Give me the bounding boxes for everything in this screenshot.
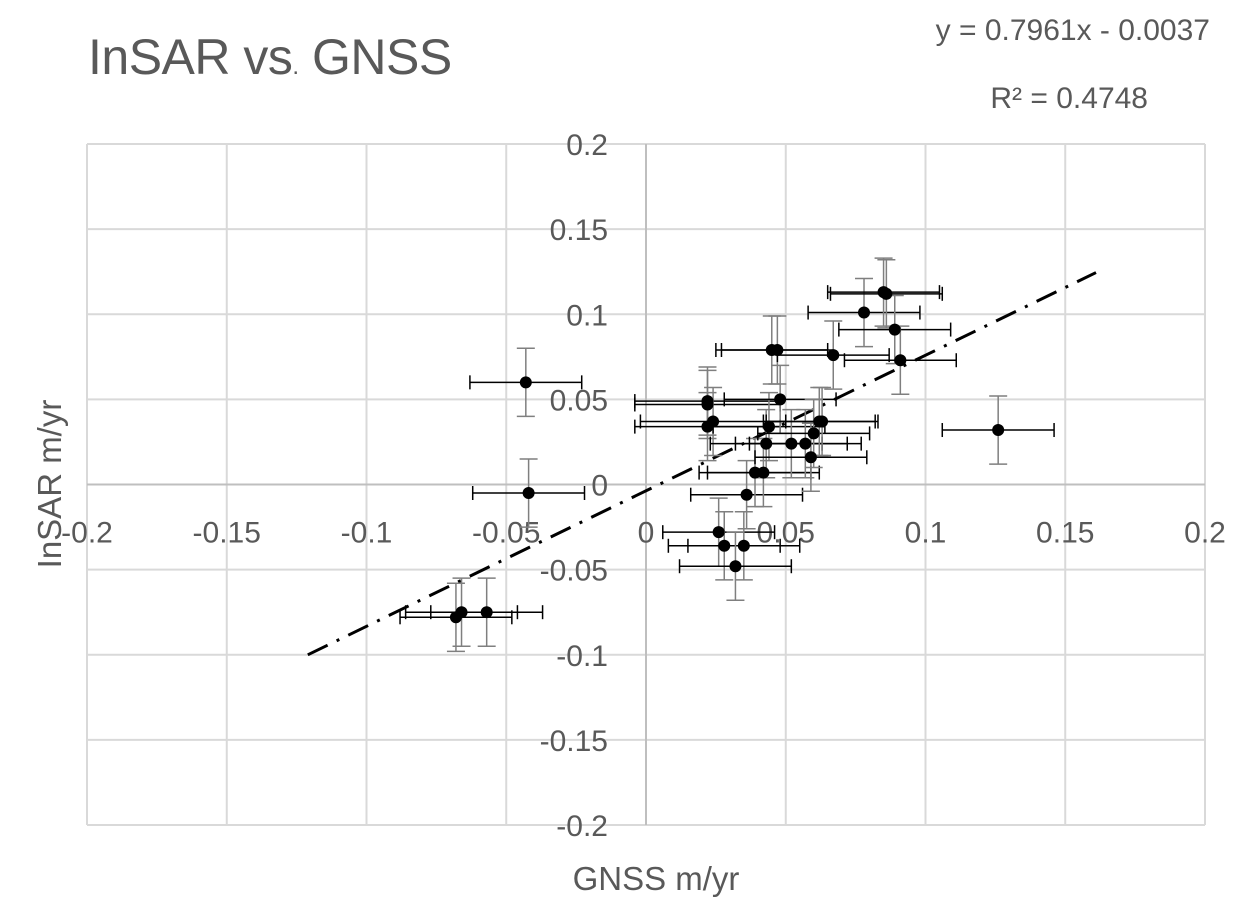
data-point bbox=[740, 488, 753, 501]
x-tick-label: 0 bbox=[638, 517, 655, 550]
data-point bbox=[785, 437, 798, 450]
data-point bbox=[992, 424, 1005, 437]
data-point bbox=[807, 427, 820, 440]
data-point bbox=[771, 344, 784, 357]
trendline bbox=[307, 271, 1097, 657]
x-tick-label: -0.15 bbox=[193, 517, 261, 550]
x-axis-title: GNSS m/yr bbox=[572, 860, 740, 897]
x-tick-label: 0.05 bbox=[757, 517, 815, 550]
y-tick-label: 0.1 bbox=[566, 299, 608, 332]
y-tick-label: -0.05 bbox=[540, 555, 608, 588]
trendline-equation: y = 0.7961x - 0.0037 bbox=[935, 14, 1210, 47]
y-tick-label: 0.2 bbox=[566, 129, 608, 162]
x-tick-label: 0.2 bbox=[1184, 517, 1226, 550]
data-point bbox=[718, 539, 731, 552]
chart-title: InSAR vs. GNSS bbox=[88, 28, 452, 86]
data-point bbox=[816, 415, 829, 428]
data-point bbox=[729, 560, 742, 573]
x-tick-label: -0.1 bbox=[341, 517, 393, 550]
data-point bbox=[888, 323, 901, 336]
data-point bbox=[455, 606, 468, 619]
y-tick-label: 0.05 bbox=[550, 384, 608, 417]
data-point bbox=[858, 306, 871, 319]
data-point bbox=[480, 606, 493, 619]
trendline-r-squared: R² = 0.4748 bbox=[990, 82, 1148, 115]
chart-title-main: InSAR vs bbox=[88, 29, 293, 85]
data-point bbox=[757, 466, 770, 479]
y-tick-label: -0.2 bbox=[556, 810, 608, 843]
data-point bbox=[760, 437, 773, 450]
chart-title-tail: GNSS bbox=[298, 29, 452, 85]
data-point bbox=[519, 376, 532, 389]
data-point bbox=[701, 398, 714, 411]
data-point bbox=[774, 393, 787, 406]
data-point bbox=[894, 354, 907, 367]
data-point bbox=[827, 349, 840, 362]
data-point bbox=[804, 451, 817, 464]
data-point bbox=[712, 526, 725, 539]
y-tick-label: -0.15 bbox=[540, 725, 608, 758]
data-point bbox=[749, 466, 762, 479]
x-tick-label: -0.05 bbox=[472, 517, 540, 550]
data-point bbox=[762, 420, 775, 433]
y-tick-label: -0.1 bbox=[556, 640, 608, 673]
y-tick-label: 0 bbox=[591, 470, 608, 503]
x-tick-label: -0.2 bbox=[61, 517, 113, 550]
x-tick-label: 0.15 bbox=[1036, 517, 1094, 550]
data-point bbox=[880, 287, 893, 300]
data-point bbox=[737, 539, 750, 552]
x-tick-label: 0.1 bbox=[905, 517, 947, 550]
data-point bbox=[799, 437, 812, 450]
data-point bbox=[522, 487, 535, 500]
chart-title-dot: . bbox=[292, 53, 299, 80]
y-axis-title: InSAR m/yr bbox=[31, 399, 68, 569]
data-point bbox=[701, 420, 714, 433]
y-tick-label: 0.15 bbox=[550, 214, 608, 247]
